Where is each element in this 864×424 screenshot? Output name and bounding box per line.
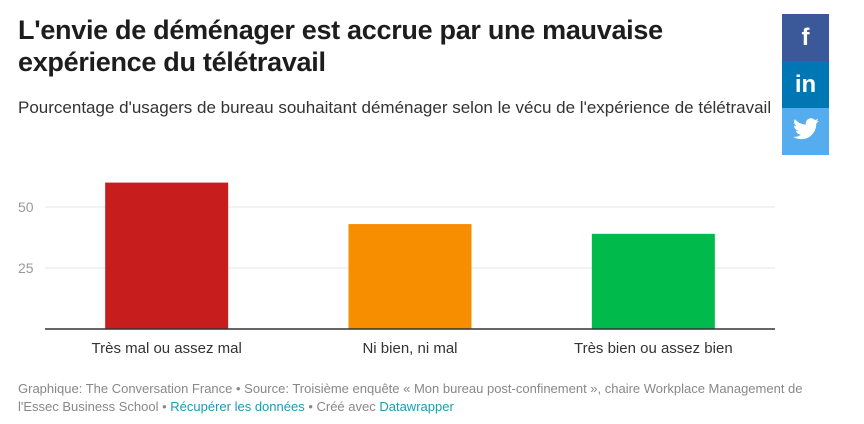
bar-1 [348,224,472,329]
chart-subtitle: Pourcentage d'usagers de bureau souhaita… [18,98,772,117]
x-tick-label: Ni bien, ni mal [362,340,457,357]
x-tick-label: Très mal ou assez mal [92,340,242,357]
x-tick-label: Très bien ou assez bien [574,340,733,357]
linkedin-icon: in [794,70,817,98]
twitter-share-button[interactable] [782,108,829,155]
linkedin-share-button[interactable]: in [782,61,829,108]
y-tick-label: 25 [18,260,34,276]
bar-0 [105,182,229,329]
bar-2 [591,233,715,329]
chart-title: L'envie de déménager est accrue par une … [18,15,663,77]
bar-chart: 25 50 Très mal ou assez mal Ni bien, ni mal… [18,182,775,357]
download-data-link[interactable]: Récupérer les données [170,399,305,414]
datawrapper-link[interactable]: Datawrapper [379,399,454,414]
chart-footer: Graphique: The Conversation France • Sou… [18,380,818,416]
footer-created-with: • Créé avec [304,399,380,414]
twitter-icon [792,117,819,146]
facebook-icon: f [801,23,810,51]
y-tick-label: 50 [18,199,34,215]
facebook-share-button[interactable]: f [782,14,829,61]
footer-source: Graphique: The Conversation France • Sou… [18,381,803,414]
